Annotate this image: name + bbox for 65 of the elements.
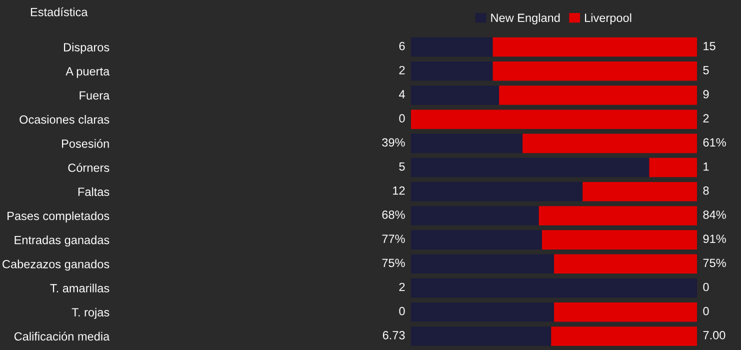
text: 4 [398,90,405,98]
bar [499,86,697,105]
y-tick-label: Fuera [80,91,110,100]
text: 6 [399,42,405,50]
text: 0 [399,306,405,316]
text: 8 [703,186,709,195]
text: 9 [703,90,709,98]
legend-label: Liverpool [585,13,632,24]
text: 0 [703,306,709,316]
bar [411,62,493,81]
bar [492,62,697,81]
bar [554,254,697,274]
bar [411,326,552,346]
bar [582,182,697,202]
bar [411,182,583,202]
text: 84% [703,210,726,219]
y-tick-label: Entradas ganadas [14,236,110,247]
y-tick-label: Posesión [62,139,109,148]
text: 5 [399,162,405,171]
y-tick-label: T. amarillas [50,284,110,292]
text: 77% [382,234,405,243]
bar [411,206,539,226]
bar [411,158,650,178]
text: 75% [703,258,726,268]
bar [411,86,500,105]
text: 39% [382,138,405,147]
bar [411,302,554,322]
y-tick-label: Cabezazos ganados [2,260,110,271]
bar [411,110,697,129]
text: 6.73 [382,331,405,340]
text: 1 [704,162,709,171]
y-tick-label: Ocasiones claras [20,115,110,124]
text: 0 [703,282,709,292]
bar [554,302,697,322]
text: 68% [382,210,405,219]
bar [492,37,697,57]
y-tick-label: T. rojas [72,308,110,319]
bar [538,206,697,226]
text: 15 [704,42,716,50]
text: 0 [399,114,405,123]
y-tick-label: Calificación media [14,332,110,341]
text: 2 [399,282,405,292]
text: 2 [703,114,709,122]
bar [522,134,697,154]
y-tick-label: A puerta [66,67,110,78]
text: 2 [399,66,405,74]
bar [551,326,697,346]
bar [411,134,523,154]
text: 5 [703,66,709,74]
bar [542,230,697,250]
text: 75% [382,258,405,268]
bar [411,254,554,274]
bar [411,230,542,250]
y-axis-title: Estadística [30,7,88,16]
text: 61% [703,138,726,147]
text: 91% [703,234,726,243]
y-tick-label: Faltas [78,187,110,196]
y-tick-label: Pases completados [8,211,110,222]
y-tick-label: Disparos [64,42,110,54]
text: 7.00 [703,331,726,340]
bar [649,158,697,178]
y-tick-label: Córners [68,163,110,172]
legend-label: New England [491,13,560,24]
text: 12 [393,186,405,195]
bar [411,37,493,57]
